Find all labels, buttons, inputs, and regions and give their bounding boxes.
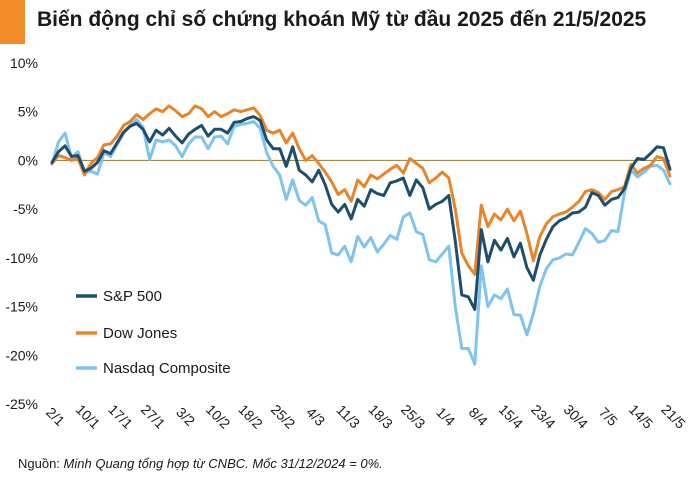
title-bar: Biến động chỉ số chứng khoán Mỹ từ đầu 2…: [0, 0, 700, 44]
series-lines: [50, 104, 672, 366]
x-tick-label: 18/3: [366, 401, 397, 432]
y-axis: 10% 5% 0% -5% -10% -15% -20% -25%: [5, 55, 38, 412]
y-tick-label: 10%: [10, 55, 38, 71]
source-label: Nguồn:: [18, 456, 60, 471]
x-tick-label: 14/5: [626, 401, 657, 432]
x-tick-label: 7/5: [596, 404, 621, 429]
legend: S&P 500 Dow Jones Nasdaq Composite: [76, 288, 231, 377]
x-tick-label: 1/4: [433, 404, 458, 429]
x-tick-label: 4/3: [303, 404, 328, 429]
y-tick-label: -5%: [13, 201, 38, 217]
y-tick-label: -15%: [5, 299, 38, 315]
x-tick-label: 25/2: [268, 401, 299, 432]
y-tick-label: -25%: [5, 396, 38, 412]
x-tick-label: 25/3: [398, 401, 429, 432]
source-note: Nguồn: Minh Quang tổng hợp từ CNBC. Mốc …: [18, 456, 383, 471]
x-tick-label: 30/4: [561, 401, 592, 432]
series-line-dow: [50, 104, 672, 276]
x-tick-label: 8/4: [466, 404, 491, 429]
x-tick-label: 27/1: [138, 401, 169, 432]
line-chart: 10% 5% 0% -5% -10% -15% -20% -25% 2/1 10/1 17/1 27…: [5, 55, 689, 432]
x-tick-label: 23/4: [528, 401, 559, 432]
title-accent-block: [0, 0, 25, 44]
x-tick-label: 21/5: [658, 401, 689, 432]
legend-label-nasdaq: Nasdaq Composite: [103, 360, 231, 377]
legend-label-sp500: S&P 500: [103, 288, 162, 305]
series-line-nasdaq: [50, 118, 672, 366]
x-tick-label: 2/1: [43, 404, 68, 429]
x-tick-label: 18/2: [235, 401, 266, 432]
y-tick-label: 5%: [18, 104, 38, 120]
y-tick-label: 0%: [18, 152, 38, 168]
x-tick-label: 10/1: [73, 401, 104, 432]
y-tick-label: -10%: [5, 250, 38, 266]
legend-label-dow: Dow Jones: [103, 325, 177, 342]
x-tick-label: 10/2: [203, 401, 234, 432]
y-tick-label: -20%: [5, 347, 38, 363]
x-axis: 2/1 10/1 17/1 27/1 3/2 10/2 18/2 25/2 4/3 11/3 18/…: [43, 401, 689, 432]
x-tick-label: 11/3: [333, 402, 363, 432]
chart-title: Biến động chỉ số chứng khoán Mỹ từ đầu 2…: [37, 8, 647, 31]
x-tick-label: 17/1: [105, 401, 136, 432]
x-tick-label: 15/4: [496, 401, 527, 432]
series-line-sp500: [50, 115, 672, 311]
x-tick-label: 3/2: [173, 404, 198, 429]
source-text: Minh Quang tổng hợp từ CNBC. Mốc 31/12/2…: [63, 456, 383, 471]
